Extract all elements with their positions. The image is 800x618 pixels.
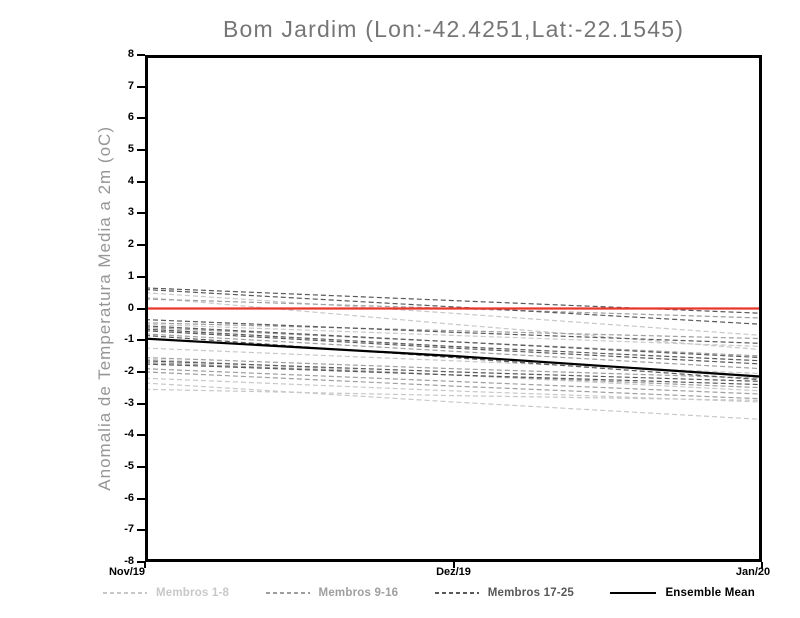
y-tick-label: -4: [124, 428, 134, 441]
y-tick-mark: [137, 497, 145, 500]
y-tick-label: 1: [127, 269, 134, 282]
series-line-membro-19: [145, 319, 762, 344]
y-tick-mark: [137, 561, 145, 563]
legend: Membros 1-8 Membros 9-16 Membros 17-25 Ense…: [103, 587, 755, 599]
legend-line-swatch: [610, 592, 657, 594]
y-tick-mark: [137, 244, 145, 247]
y-tick-label: 8: [127, 48, 134, 60]
y-tick-label: -1: [124, 333, 134, 346]
y-tick-mark: [137, 117, 145, 120]
series-line-membro-1: [145, 292, 762, 336]
series-line-membro-15: [145, 368, 762, 395]
series-line-membro-20: [145, 325, 762, 359]
x-tick-label: Dez/19: [436, 566, 471, 578]
y-tick-mark: [137, 85, 145, 88]
x-tick-label: Jan/20: [735, 566, 771, 578]
y-tick-label: -6: [124, 491, 134, 504]
series-line-membro-22: [145, 330, 762, 365]
legend-item-membros-9-16: Membros 9-16: [265, 587, 399, 599]
y-tick-label: -7: [124, 523, 134, 536]
legend-label: Membros 1-8: [156, 587, 230, 599]
legend-label: Membros 17-25: [487, 587, 575, 599]
series-line-membro-12: [145, 333, 762, 370]
series-line-ensemble-mean: [145, 337, 762, 378]
legend-line-swatch: [434, 592, 479, 594]
y-tick-label: 0: [127, 301, 134, 314]
series-line-membro-21: [145, 328, 762, 362]
y-tick-mark: [137, 370, 145, 373]
series-lines: [145, 287, 762, 420]
series-line-membro-13: [145, 357, 762, 379]
y-tick-mark: [137, 149, 145, 152]
x-tick-mark: [144, 562, 146, 568]
series-line-membro-3: [145, 323, 762, 348]
y-tick-mark: [137, 212, 145, 215]
x-tick-label: Nov/19: [108, 566, 146, 578]
legend-label: Ensemble Mean: [665, 587, 755, 599]
y-tick-mark: [137, 529, 145, 532]
y-tick-label: 6: [127, 111, 134, 124]
y-tick-label: -3: [124, 396, 134, 409]
series-line-membro-2: [145, 296, 762, 351]
series-line-membro-8: [145, 388, 762, 401]
legend-item-membros-17-25: Membros 17-25: [434, 587, 575, 599]
legend-line-swatch: [265, 592, 310, 594]
series-line-membro-7: [145, 382, 762, 420]
y-tick-label: 5: [127, 143, 134, 156]
x-tick-mark: [761, 562, 763, 568]
y-tick-mark: [137, 465, 145, 468]
y-tick-label: 7: [127, 79, 134, 92]
series-line-membro-24: [145, 360, 762, 382]
y-tick-label: -2: [124, 364, 134, 377]
y-tick-mark: [137, 434, 145, 437]
series-line-membro-18: [145, 288, 762, 325]
legend-line-swatch: [103, 592, 147, 594]
y-tick-mark: [137, 339, 145, 342]
y-tick-label: -5: [124, 459, 134, 472]
legend-item-ensemble-mean: Ensemble Mean: [610, 587, 755, 599]
y-tick-mark: [137, 180, 145, 183]
y-tick-mark: [137, 307, 145, 310]
y-tick-label: 4: [127, 174, 134, 187]
y-tick-mark: [137, 275, 145, 278]
series-line-membro-10: [145, 322, 762, 340]
y-tick-label: -8: [124, 555, 134, 567]
series-line-membro-16: [145, 371, 762, 400]
y-tick-mark: [137, 402, 145, 405]
legend-item-membros-1-8: Membros 1-8: [103, 587, 229, 599]
y-tick-label: 2: [127, 238, 134, 251]
y-tick-mark: [137, 54, 145, 56]
y-tick-label: 3: [127, 206, 134, 219]
x-tick-mark: [452, 562, 455, 568]
chart-title: Bom Jardim (Lon:-42.4251,Lat:-22.1545): [222, 16, 685, 42]
series-line-membro-23: [145, 334, 762, 381]
series-line-membro-25: [145, 363, 762, 386]
legend-label: Membros 9-16: [318, 587, 399, 599]
